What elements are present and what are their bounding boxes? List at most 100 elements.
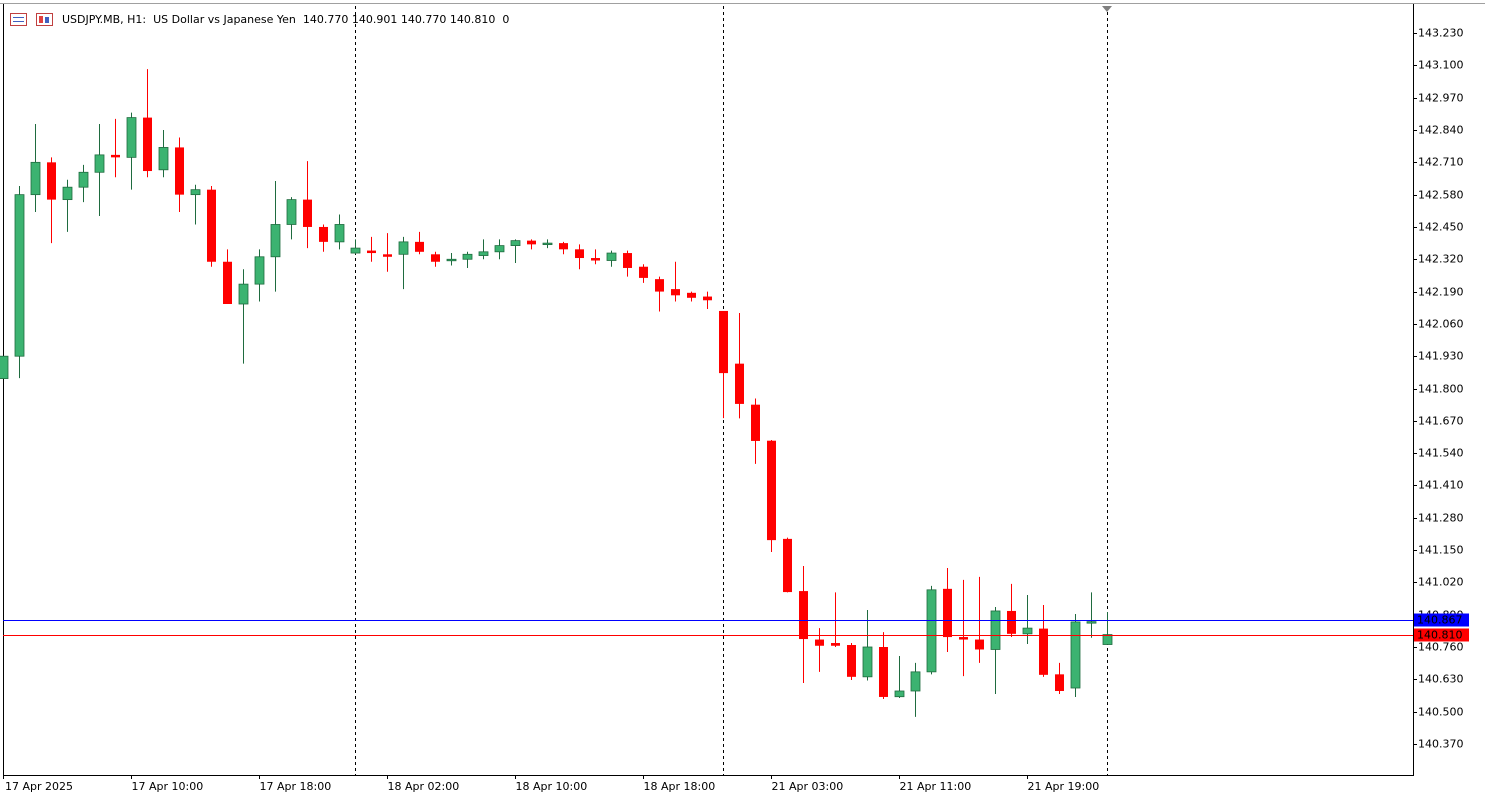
y-tick-label: 141.410 [1418, 479, 1464, 492]
candle-body [591, 258, 600, 261]
candle-body [0, 355, 9, 379]
candle-body [190, 189, 201, 196]
candle-body [703, 296, 712, 301]
candle-body [831, 643, 840, 646]
candle-body [1070, 621, 1081, 689]
y-tick-label: 141.150 [1418, 544, 1464, 557]
y-tick-label: 141.800 [1418, 383, 1464, 396]
candle-body [334, 224, 345, 243]
candle-body [735, 363, 744, 404]
candle-body [30, 161, 41, 196]
y-tick-label: 142.970 [1418, 92, 1464, 105]
y-tick-label: 140.370 [1418, 738, 1464, 751]
candle-body [783, 538, 792, 593]
candle-body [862, 646, 873, 678]
candle-body [431, 254, 440, 262]
icon [36, 13, 53, 26]
price-label-box [1414, 628, 1469, 642]
candle-body [47, 162, 56, 200]
y-tick-label: 142.320 [1418, 253, 1464, 266]
candle-body [78, 171, 89, 188]
candle-body [286, 199, 297, 225]
candle-body [847, 645, 856, 677]
y-tick-label: 142.060 [1418, 318, 1464, 331]
price-label: 140.810 [1417, 629, 1463, 642]
chart-title: USDJPY.MB, H1: US Dollar vs Japanese Yen… [62, 13, 509, 26]
candle-body [126, 117, 137, 158]
candle-body [975, 639, 984, 650]
candle-body [671, 289, 680, 296]
candle-body [446, 258, 457, 262]
candle-body [639, 266, 648, 278]
x-tick-label: 18 Apr 02:00 [388, 780, 460, 793]
y-tick-label: 141.930 [1418, 350, 1464, 363]
y-tick-label: 142.450 [1418, 221, 1464, 234]
candle-body [319, 226, 328, 242]
candle-body [575, 249, 584, 259]
candle-body [510, 240, 521, 246]
candle-body [606, 252, 617, 261]
x-tick-label: 17 Apr 2025 [5, 780, 73, 793]
y-tick-label: 142.190 [1418, 286, 1464, 299]
candle-body [767, 440, 776, 541]
y-tick-label: 141.280 [1418, 512, 1464, 525]
candle-body [94, 154, 105, 173]
candle-body [799, 591, 808, 640]
candle-body [350, 247, 361, 254]
y-tick-label: 140.630 [1418, 673, 1464, 686]
price-label: 140.867 [1417, 614, 1463, 627]
candle-body [943, 588, 952, 638]
candle-body [751, 404, 760, 441]
candle-body [1022, 627, 1033, 635]
candle-body [879, 646, 888, 697]
candle-body [623, 253, 632, 268]
candle-body [990, 610, 1001, 650]
x-tick-label: 21 Apr 11:00 [900, 780, 972, 793]
y-tick-label: 143.100 [1418, 59, 1464, 72]
candle-body [1055, 674, 1064, 691]
candle-body [687, 292, 696, 298]
candle-body [894, 690, 905, 698]
candle-body [14, 194, 25, 357]
y-tick-label: 143.230 [1418, 27, 1464, 40]
candle-body [959, 637, 968, 640]
candle-body [143, 117, 152, 172]
candle-body [494, 245, 505, 253]
candle-body [926, 589, 937, 673]
candle-body [62, 186, 73, 201]
candle-body [462, 253, 473, 260]
candle-body [111, 154, 120, 158]
icon [39, 16, 43, 23]
x-tick-label: 21 Apr 19:00 [1028, 780, 1100, 793]
candle-body [478, 251, 489, 256]
x-tick-label: 17 Apr 10:00 [132, 780, 204, 793]
candle-body [175, 147, 184, 195]
candle-body [559, 243, 568, 250]
candle-body [238, 283, 249, 305]
x-tick-label: 18 Apr 18:00 [644, 780, 716, 793]
price-label-box [1414, 613, 1469, 627]
candle-body [270, 224, 281, 258]
candle-body [415, 241, 424, 252]
icon [45, 17, 49, 23]
candle-body [383, 254, 392, 257]
x-tick-label: 21 Apr 03:00 [772, 780, 844, 793]
x-tick-label: 17 Apr 18:00 [260, 780, 332, 793]
candle-body [815, 639, 824, 646]
candle-body [303, 199, 312, 227]
candle-body [1102, 634, 1113, 645]
candle-body [223, 261, 232, 305]
candle-body [207, 189, 216, 262]
candle-body [1039, 628, 1048, 675]
candle-body [158, 147, 169, 171]
y-tick-label: 142.840 [1418, 124, 1464, 137]
shift-marker [1102, 6, 1112, 12]
candle-body [719, 310, 728, 374]
y-tick-label: 140.760 [1418, 641, 1464, 654]
candle-body [655, 279, 664, 292]
candle-body [398, 241, 409, 255]
y-tick-label: 141.540 [1418, 447, 1464, 460]
candle-body [367, 250, 376, 254]
icon [10, 13, 27, 26]
y-tick-label: 140.500 [1418, 706, 1464, 719]
